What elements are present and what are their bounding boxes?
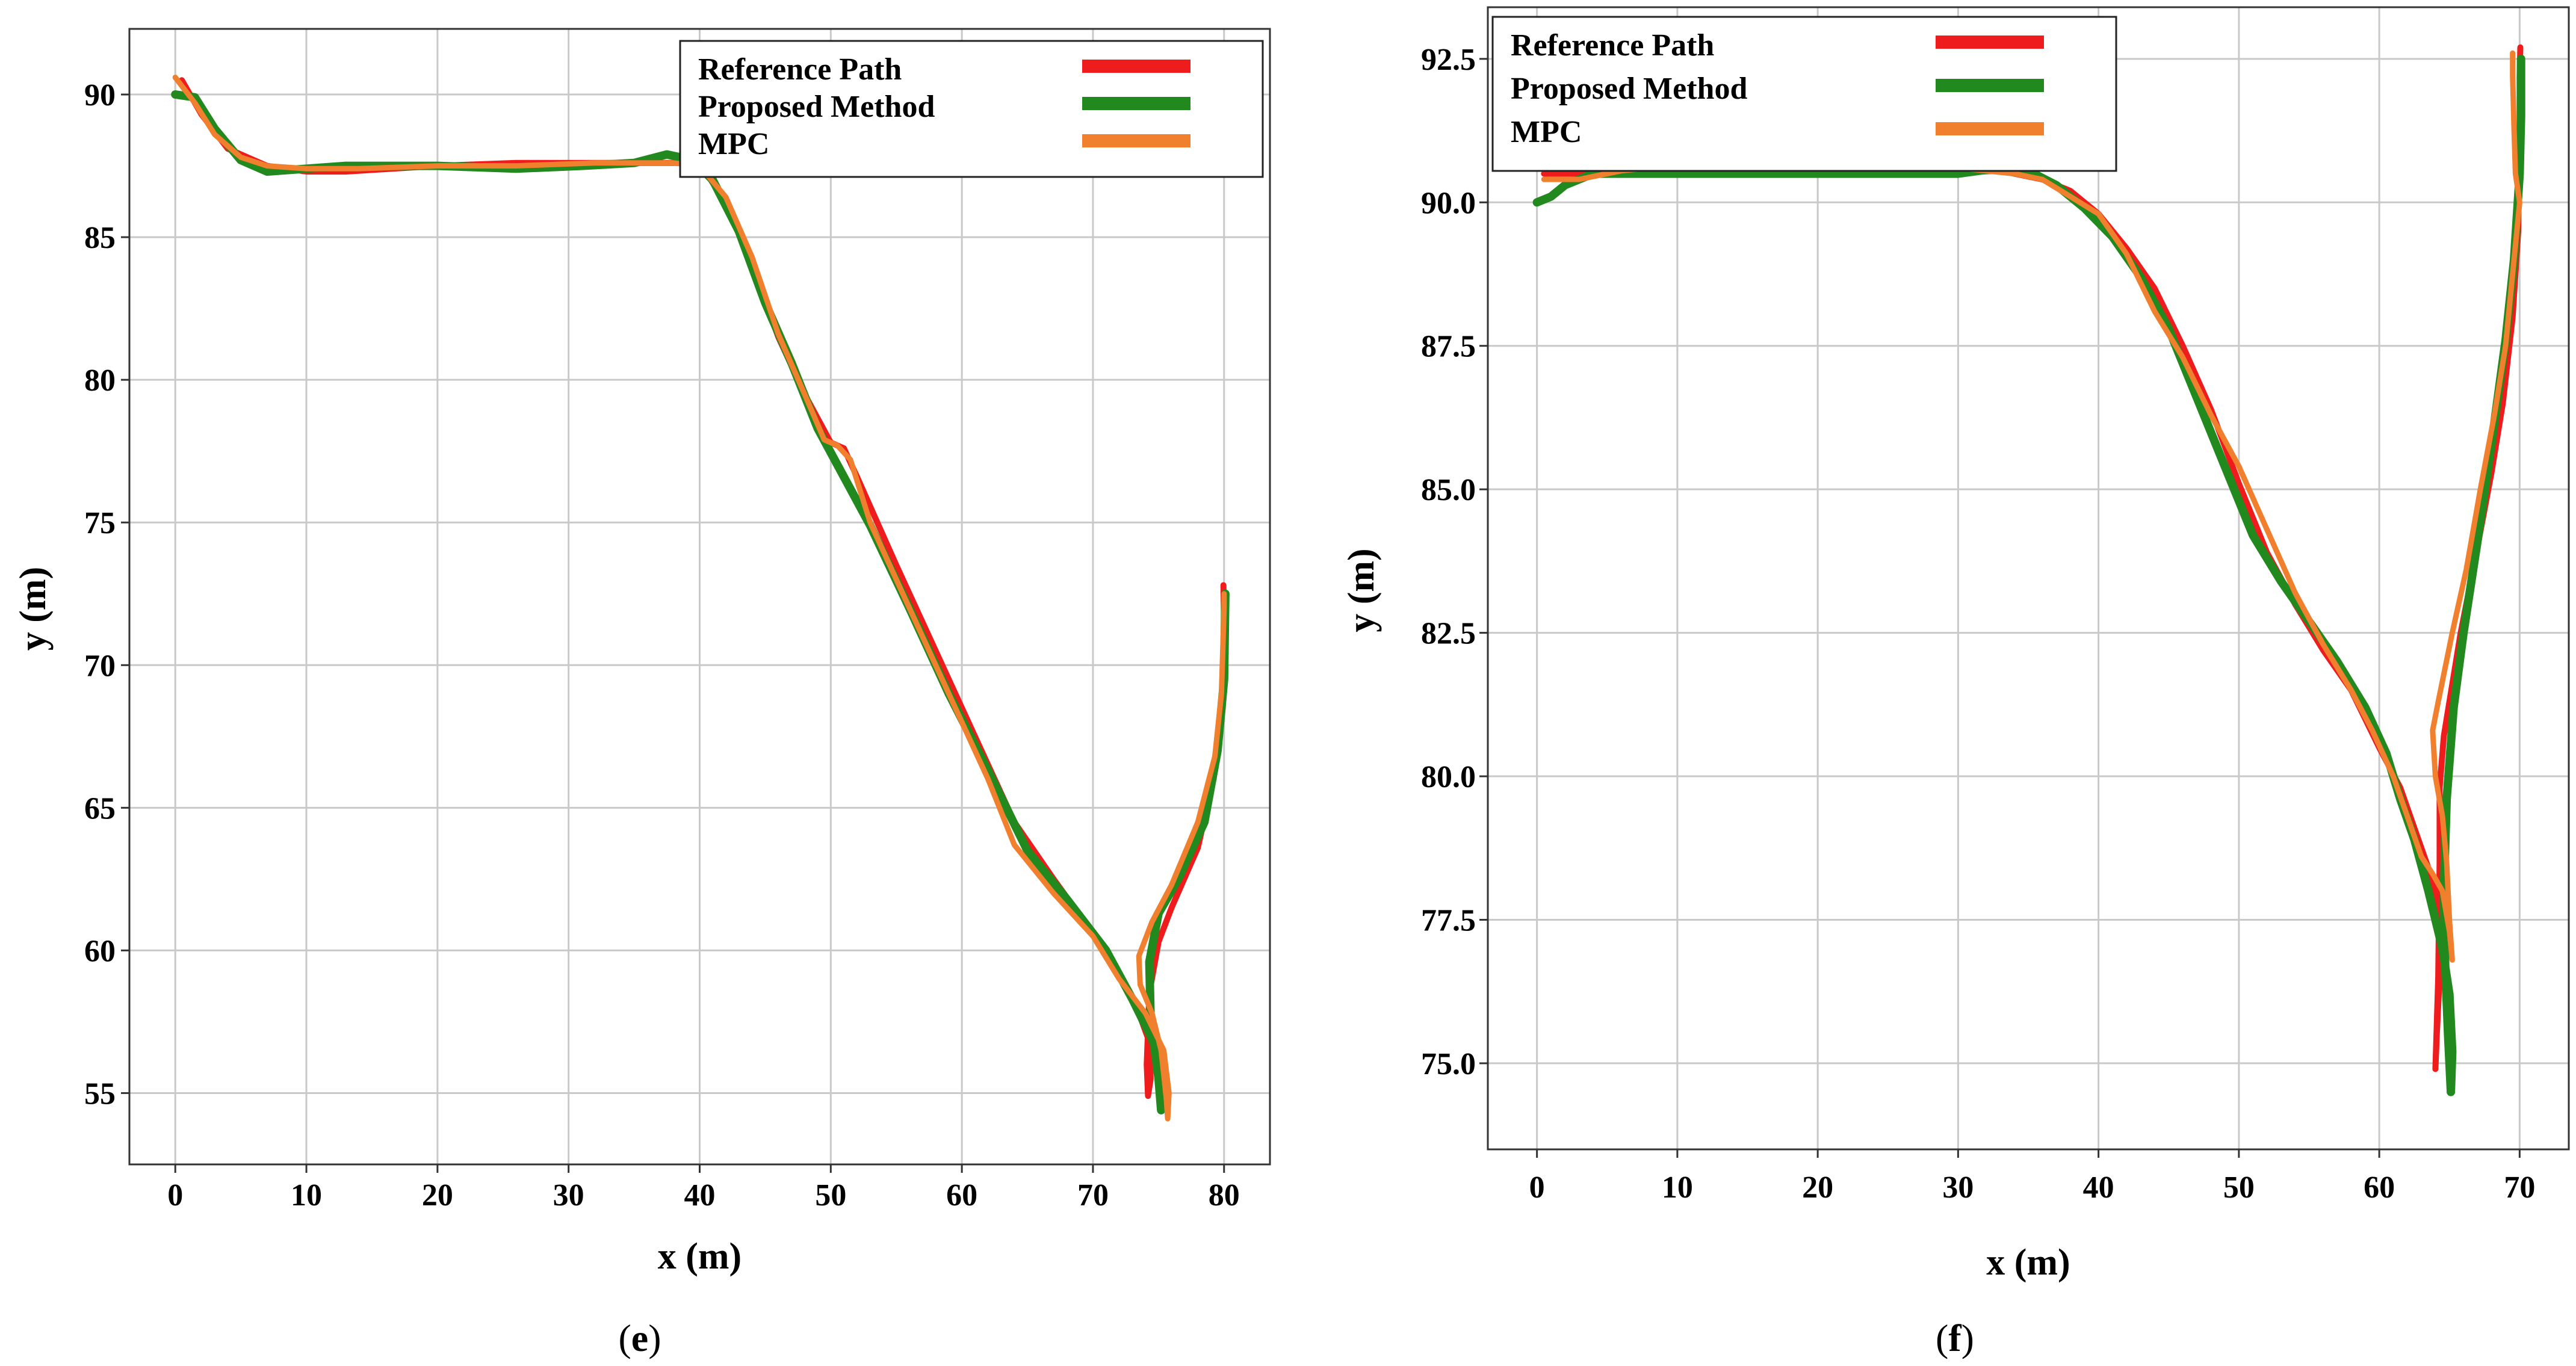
y-tick-label: 82.5 — [1421, 617, 1476, 651]
y-tick-label: 75 — [84, 506, 116, 540]
x-axis-label: x (m) — [1986, 1242, 2070, 1283]
y-tick-label: 87.5 — [1421, 330, 1476, 364]
x-tick-label: 70 — [1077, 1178, 1109, 1213]
x-tick-label: 50 — [815, 1178, 846, 1213]
panel-caption: (e) — [618, 1317, 661, 1359]
series-line-mpc — [172, 75, 1227, 1122]
y-tick-label: 90.0 — [1421, 186, 1476, 220]
y-tick-label: 90 — [84, 78, 116, 113]
legend-label: Reference Path — [1511, 28, 1714, 63]
series-line-proposed-method — [1532, 54, 2525, 1096]
x-tick-label: 40 — [684, 1178, 716, 1213]
y-tick-label: 92.5 — [1421, 43, 1476, 77]
plot-area — [1488, 7, 2569, 1149]
caption-paren: ) — [1961, 1317, 1974, 1359]
caption-letter: e — [631, 1317, 648, 1359]
caption-letter: f — [1948, 1317, 1961, 1359]
y-axis-label: y (m) — [1341, 548, 1382, 632]
legend-label: Proposed Method — [698, 90, 935, 124]
plot-frame — [1487, 6, 2570, 1151]
x-tick-label: 20 — [1802, 1170, 1833, 1205]
x-tick-label: 0 — [1529, 1170, 1545, 1205]
x-tick-label: 70 — [2504, 1170, 2535, 1205]
caption-paren: ) — [648, 1317, 661, 1359]
y-tick-label: 65 — [84, 791, 116, 826]
x-tick-label: 30 — [553, 1178, 584, 1213]
x-axis-label: x (m) — [658, 1236, 742, 1277]
y-tick-label: 60 — [84, 934, 116, 968]
x-tick-label: 20 — [422, 1178, 453, 1213]
x-tick-label: 60 — [2364, 1170, 2395, 1205]
x-tick-label: 60 — [946, 1178, 977, 1213]
y-tick-label: 77.5 — [1421, 903, 1476, 938]
y-tick-label: 75.0 — [1421, 1047, 1476, 1081]
chart-panel-e: 0 10 20 30 40 50 60 70 80 55 60 65 70 75 80 85 90 x (m) y … — [13, 28, 1271, 1359]
panel-caption: (f) — [1936, 1317, 1974, 1359]
chart-panel-f: 0 10 20 30 40 50 60 70 75.0 77.5 80.0 82.5 85.0 87.5 9… — [1341, 6, 2570, 1359]
legend-label: Reference Path — [698, 52, 902, 87]
x-tick-label: 40 — [2083, 1170, 2114, 1205]
caption-paren: ( — [618, 1317, 631, 1359]
y-axis-label: y (m) — [13, 567, 54, 651]
y-tick-label: 85 — [84, 221, 116, 255]
x-tick-label: 10 — [1662, 1170, 1693, 1205]
y-tick-label: 85.0 — [1421, 473, 1476, 507]
x-tick-label: 50 — [2223, 1170, 2255, 1205]
y-tick-label: 80.0 — [1421, 760, 1476, 794]
legend: Reference Path Proposed Method MPC — [1491, 16, 2117, 172]
x-tick-label: 30 — [1942, 1170, 1974, 1205]
x-tick-label: 0 — [167, 1178, 183, 1213]
legend-label: MPC — [1511, 115, 1582, 149]
caption-paren: ( — [1936, 1317, 1948, 1359]
legend-label: MPC — [698, 127, 769, 161]
y-tick-label: 80 — [84, 363, 116, 398]
y-tick-label: 70 — [84, 649, 116, 683]
x-tick-label: 80 — [1209, 1178, 1240, 1213]
x-tick-label: 10 — [291, 1178, 322, 1213]
y-tick-label: 55 — [84, 1077, 116, 1111]
legend-label: Proposed Method — [1511, 72, 1747, 106]
